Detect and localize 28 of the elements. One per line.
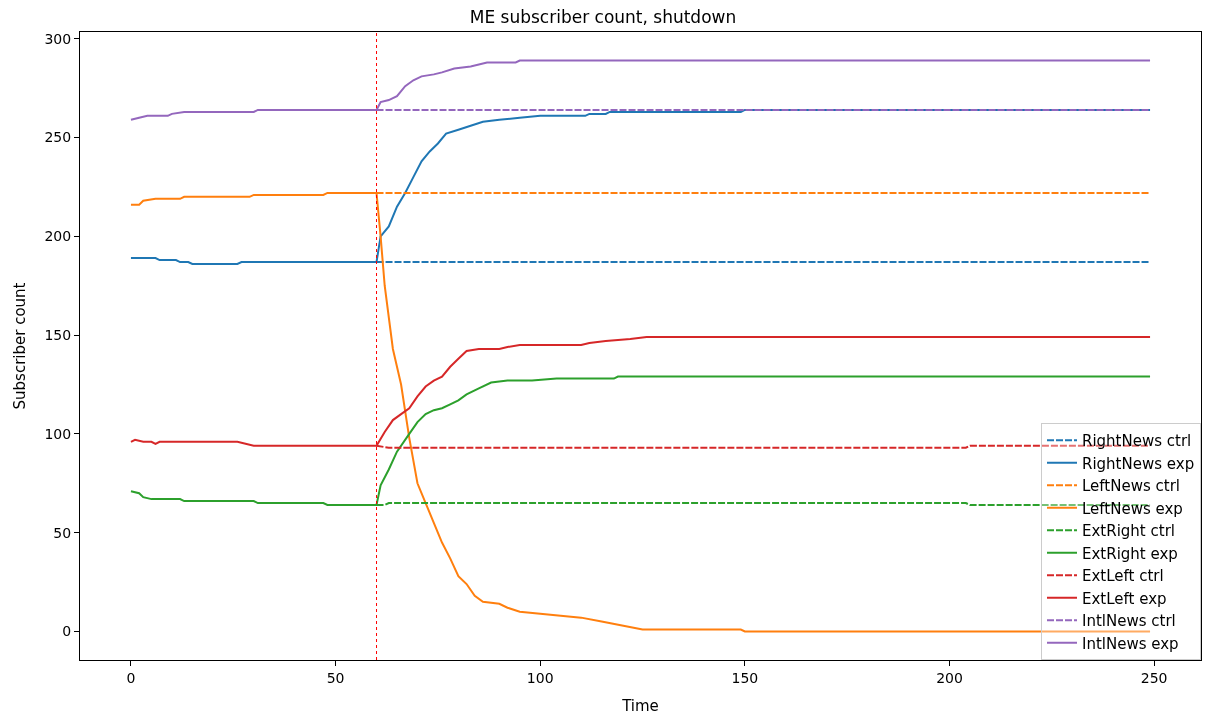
y-tick-label: 50 [53,524,72,541]
y-tick-label: 100 [44,425,72,442]
legend-label: LeftNews ctrl [1082,477,1180,496]
legend-label: IntlNews ctrl [1082,612,1176,631]
x-tick-label: 150 [731,669,759,686]
x-axis-title: Time [621,696,659,715]
x-tick-label: 200 [936,669,963,686]
x-tick-label: 250 [1140,669,1168,686]
legend-label: RightNews exp [1082,454,1195,473]
x-tick-label: 0 [126,669,136,686]
line-series [129,59,1152,121]
y-tick-label: 300 [44,30,72,47]
legend-label: LeftNews exp [1082,499,1183,518]
chart-title: ME subscriber count, shutdown [469,6,737,27]
legend-label: RightNews ctrl [1082,432,1192,451]
y-tick-label: 250 [44,129,72,146]
legend-label: ExtRight exp [1082,544,1178,563]
y-axis-title: Subscriber count [10,282,29,410]
y-tick-label: 0 [62,623,72,640]
line-series [129,108,1152,266]
legend-label: ExtLeft ctrl [1082,567,1164,586]
x-tick-label: 100 [526,669,554,686]
legend-label: IntlNews exp [1082,634,1179,653]
y-tick-label: 200 [44,228,72,245]
y-tick-label: 150 [44,327,72,344]
legend-label: ExtLeft exp [1082,589,1167,608]
x-tick-label: 50 [326,669,345,686]
legend-label: ExtRight ctrl [1082,522,1175,541]
